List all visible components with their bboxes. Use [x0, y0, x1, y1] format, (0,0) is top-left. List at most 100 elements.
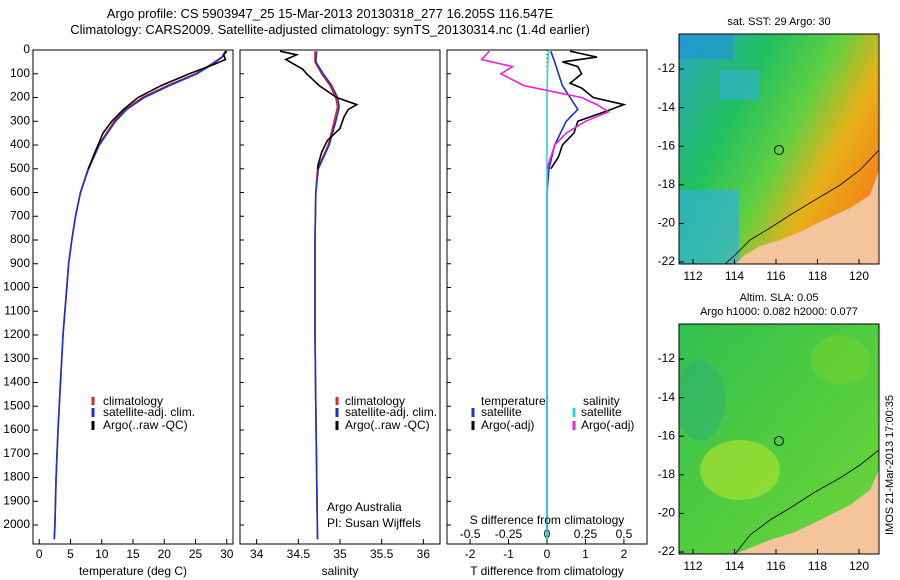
y-tick-label: 1900 — [3, 493, 30, 507]
map-y-tick-label: -12 — [658, 61, 676, 75]
temperature-panel: 0100200300400500600700800900100011001200… — [3, 42, 233, 578]
map-x-tick-label: 118 — [808, 269, 827, 283]
sla-high-patch — [700, 440, 780, 500]
map-y-tick-label: -16 — [658, 428, 676, 442]
legend-label-climatology: climatology — [345, 394, 405, 408]
s-tick-label: -0.5 — [460, 527, 481, 541]
salinity-legend: climatology satellite-adj. clim. Argo(..… — [335, 394, 437, 432]
map-y-tick-label: -22 — [658, 544, 676, 558]
x-tick-label: 20 — [158, 547, 172, 561]
y-tick-label: 400 — [10, 137, 30, 151]
y-tick-label: 1300 — [3, 351, 30, 365]
legend-label-satellite: satellite-adj. clim. — [103, 405, 195, 419]
s-tick-label: 0.25 — [574, 527, 598, 541]
map-x-tick-label: 112 — [683, 269, 702, 283]
map-x-tick-label: 114 — [725, 559, 744, 573]
y-tick-label: 2000 — [3, 517, 30, 531]
x-tick-label: 35.5 — [370, 547, 394, 561]
map-y-tick-label: -12 — [658, 351, 676, 365]
y-tick-label: 0 — [23, 42, 30, 56]
y-tick-label: 200 — [10, 90, 30, 104]
x-tick-label: 15 — [126, 547, 140, 561]
series-line — [314, 51, 341, 540]
salinity-xlabel: salinity — [322, 564, 359, 578]
bathymetry-contour — [734, 449, 879, 554]
y-tick-label: 1000 — [3, 280, 30, 294]
series-line — [546, 51, 550, 540]
y-tick-label: 1100 — [4, 303, 30, 317]
s-tick-label: 0.5 — [616, 527, 633, 541]
legend-title-temperature: temperature — [481, 394, 546, 408]
x-tick-label: 0 — [544, 547, 551, 561]
sla-map: Altim. SLA: 0.05 Argo h1000: 0.082 h2000… — [658, 292, 880, 573]
map-y-tick-label: -16 — [658, 138, 676, 152]
x-tick-label: -2 — [465, 547, 476, 561]
plot-title-line-2: Climatology: CARS2009. Satellite-adjuste… — [70, 22, 590, 37]
legend-label-argo: Argo(..raw -QC) — [345, 418, 430, 432]
annotation-pi-name: PI: Susan Wijffels — [327, 516, 421, 530]
temperature-axes-frame — [32, 49, 234, 545]
legend-label-s-argo: Argo(-adj) — [581, 418, 634, 432]
temperature-legend: climatology satellite-adj. clim. Argo(..… — [91, 394, 195, 432]
difference-xlabel: T difference from climatology — [470, 564, 624, 578]
salinity-axes-frame — [239, 49, 441, 545]
series-line — [546, 50, 579, 540]
land-mass — [735, 470, 879, 554]
series-line — [87, 50, 228, 170]
imos-timestamp: IMOS 21-Mar-2013 17:00:35 — [884, 395, 896, 535]
y-tick-label: 600 — [10, 185, 30, 199]
sla-map-title-1: Altim. SLA: 0.05 — [740, 292, 819, 304]
x-tick-label: 30 — [220, 547, 234, 561]
legend-title-salinity: salinity — [583, 394, 620, 408]
legend-label-t-satellite: satellite — [481, 405, 522, 419]
y-tick-label: 100 — [10, 66, 30, 80]
plot-title-line-1: Argo profile: CS 5903947_25 15-Mar-2013 … — [106, 6, 554, 21]
bathymetry-contour — [724, 149, 879, 264]
series-line — [550, 50, 627, 170]
sst-map-title: sat. SST: 29 Argo: 30 — [727, 16, 830, 28]
float-location-marker — [774, 436, 784, 446]
map-x-tick-label: 116 — [766, 559, 785, 573]
sst-map: sat. SST: 29 Argo: 30 -12 -14 -16 -18 -20 -22… — [658, 16, 880, 283]
sla-low-patch — [679, 360, 725, 440]
x-tick-label: 5 — [67, 547, 74, 561]
legend-label-argo: Argo(..raw -QC) — [103, 418, 188, 432]
y-tick-label: 1800 — [3, 470, 30, 484]
difference-panel: -2 -1 0 1 2 -0.5 -0.25 0 0.25 0.5 S difference f… — [446, 49, 648, 578]
legend-label-t-argo: Argo(-adj) — [481, 418, 534, 432]
legend-label-climatology: climatology — [103, 394, 163, 408]
x-tick-label: -1 — [503, 547, 514, 561]
series-line — [279, 50, 359, 169]
series-line — [480, 50, 611, 170]
sla-map-frame — [678, 323, 880, 555]
x-tick-label: 36 — [417, 547, 431, 561]
legend-label-satellite: satellite-adj. clim. — [345, 405, 437, 419]
temperature-xlabel: temperature (deg C) — [79, 564, 187, 578]
annotation-argo-australia: Argo Australia — [327, 500, 402, 514]
x-tick-label: 10 — [95, 547, 109, 561]
salinity-panel: 34 34.5 35 35.5 36 salinity climatology sate… — [239, 49, 441, 578]
float-location-marker — [774, 145, 784, 155]
sst-cool-patch — [679, 190, 739, 264]
y-tick-label: 700 — [10, 208, 30, 222]
series-line — [53, 50, 227, 540]
sla-map-title-2: Argo h1000: 0.082 h2000: 0.077 — [700, 306, 858, 318]
x-tick-label: 25 — [189, 547, 203, 561]
map-y-tick-label: -22 — [658, 254, 676, 268]
x-tick-label: 34 — [250, 547, 264, 561]
y-tick-label: 1700 — [3, 446, 30, 460]
y-tick-label: 500 — [10, 161, 30, 175]
map-x-tick-label: 120 — [849, 269, 869, 283]
x-tick-label: 34.5 — [287, 547, 311, 561]
legend-label-s-satellite: satellite — [581, 405, 622, 419]
map-x-tick-label: 114 — [725, 269, 744, 283]
series-line — [53, 50, 227, 540]
x-tick-label: 0 — [36, 547, 43, 561]
s-tick-label: -0.25 — [495, 527, 523, 541]
y-tick-label: 1400 — [3, 375, 30, 389]
map-x-tick-label: 116 — [766, 269, 785, 283]
y-tick-label: 1200 — [3, 327, 30, 341]
sst-cool-patch — [679, 34, 734, 59]
map-y-tick-label: -14 — [658, 100, 676, 114]
y-tick-label: 300 — [10, 113, 30, 127]
